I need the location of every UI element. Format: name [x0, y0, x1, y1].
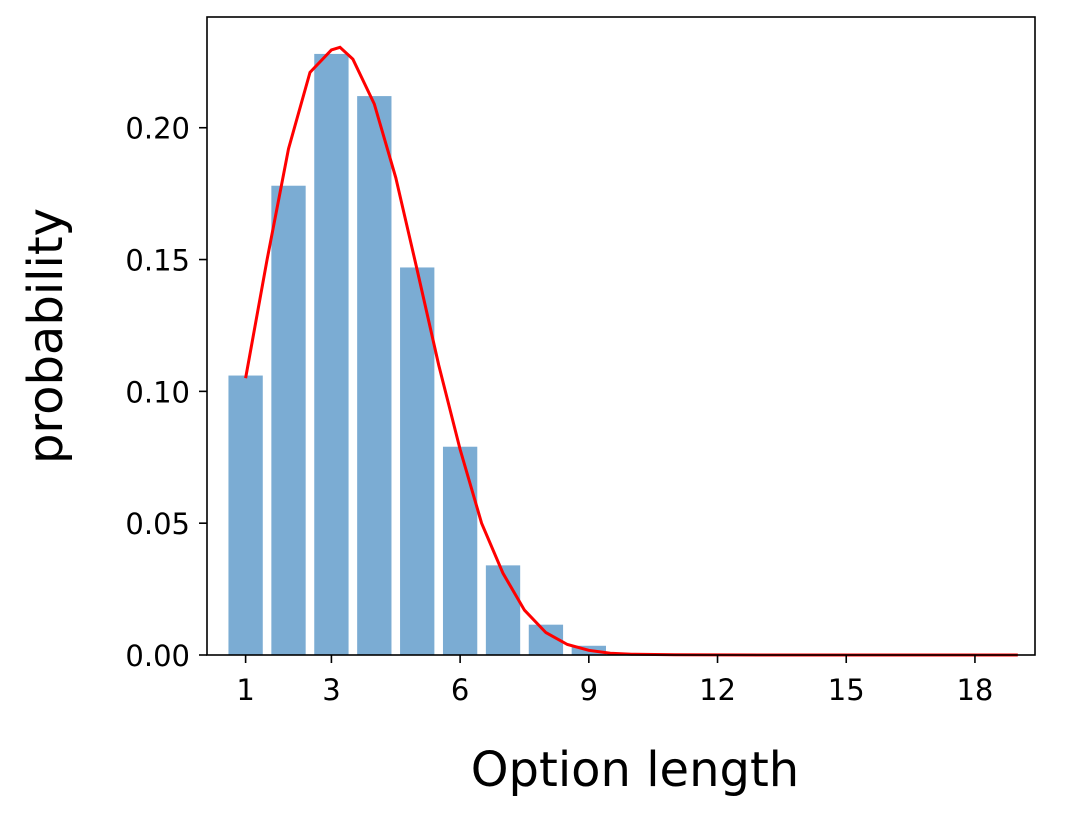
- y-tick-label: 0.15: [125, 244, 190, 278]
- bar-1: [228, 375, 263, 655]
- x-tick-label: 15: [828, 673, 865, 707]
- y-tick-label: 0.10: [125, 375, 190, 409]
- x-tick-label: 6: [451, 673, 469, 707]
- bar-7: [485, 565, 521, 655]
- x-axis-label: Option length: [471, 742, 799, 798]
- y-tick-label: 0.20: [125, 112, 190, 146]
- x-axis-ticks: 1 3 6 9 12 15 18: [236, 655, 993, 707]
- x-tick-label: 3: [322, 673, 340, 707]
- y-tick-label: 0.00: [125, 639, 190, 673]
- bar-5: [400, 267, 435, 655]
- x-tick-label: 12: [699, 673, 736, 707]
- x-tick-label: 9: [580, 673, 598, 707]
- y-axis-label: probability: [18, 208, 74, 464]
- y-axis-ticks: 0.00 0.05 0.10 0.15 0.20: [125, 112, 207, 673]
- bar-6: [442, 446, 478, 655]
- x-tick-label: 1: [236, 673, 254, 707]
- plot-frame: [206, 16, 1036, 656]
- bar-4: [357, 96, 392, 655]
- bar-3: [314, 53, 349, 655]
- bar-2: [271, 185, 306, 655]
- x-tick-label: 18: [956, 673, 993, 707]
- bars-group: [228, 53, 606, 655]
- y-tick-label: 0.05: [125, 507, 190, 541]
